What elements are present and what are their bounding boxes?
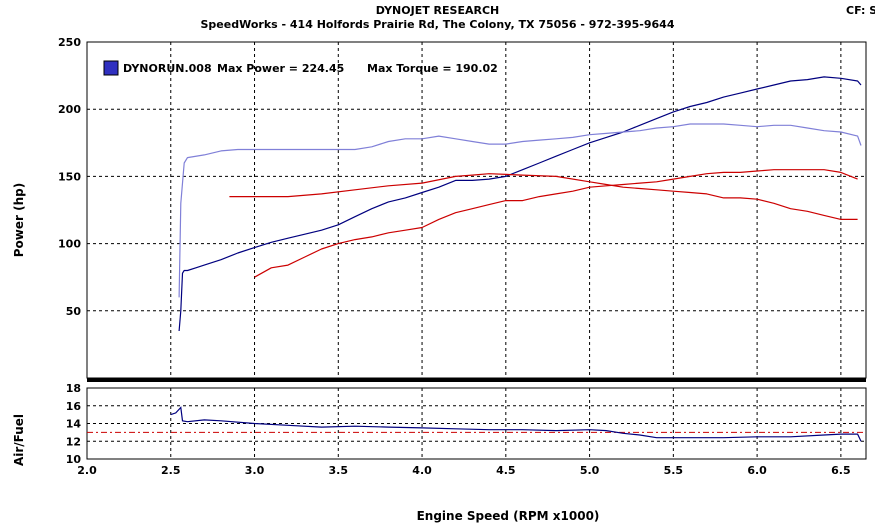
legend-run-name: DYNORUN.008 xyxy=(123,62,212,75)
power-plot-frame xyxy=(86,41,867,379)
series-line-torque-blue xyxy=(178,123,862,298)
header-title: DYNOJET RESEARCH xyxy=(375,4,500,17)
afr-y-tick-label: 16 xyxy=(66,400,82,413)
y-axis-label-afr: Air/Fuel xyxy=(12,414,26,466)
legend-swatch xyxy=(103,60,119,76)
power-y-tick-label: 200 xyxy=(58,103,81,116)
x-tick-label: 5.5 xyxy=(664,464,684,477)
afr-y-tick-label: 18 xyxy=(66,382,81,395)
power-panel: 50 100 150 200 250 xyxy=(58,36,867,382)
x-tick-label: 2.5 xyxy=(161,464,181,477)
afr-y-tick-label: 10 xyxy=(66,453,82,466)
legend-max-torque: Max Torque = 190.02 xyxy=(367,62,498,75)
x-tick-label: 6.0 xyxy=(747,464,767,477)
afr-panel: 10 12 14 16 18 2.0 2.5 3.0 3.5 4.0 4.5 5.0 5.5 6.0 6.5 xyxy=(66,382,867,477)
power-y-tick-label: 50 xyxy=(66,305,82,318)
series-line-power-blue xyxy=(178,76,862,332)
afr-y-tick-label: 14 xyxy=(66,418,82,431)
afr-y-tick-label: 12 xyxy=(66,435,81,448)
x-tick-label: 4.5 xyxy=(496,464,516,477)
x-tick-label: 2.0 xyxy=(77,464,97,477)
x-tick-label: 5.0 xyxy=(580,464,600,477)
panel-separator xyxy=(87,378,866,382)
afr-series-line xyxy=(170,406,862,442)
x-axis-label: Engine Speed (RPM x1000) xyxy=(417,509,600,523)
correction-factor-label: CF: S xyxy=(846,4,875,17)
legend: DYNORUN.008 Max Power = 224.45 Max Torqu… xyxy=(103,60,498,76)
header-subtitle: SpeedWorks - 414 Holfords Prairie Rd, Th… xyxy=(200,18,675,31)
y-axis-label-power: Power (hp) xyxy=(12,183,26,257)
x-tick-label: 3.5 xyxy=(329,464,349,477)
x-tick-label: 3.0 xyxy=(245,464,265,477)
power-y-tick-label: 150 xyxy=(58,170,81,183)
power-y-tick-label: 250 xyxy=(58,36,81,49)
power-y-tick-label: 100 xyxy=(58,238,81,251)
series-line-torque-red xyxy=(229,173,858,220)
legend-max-power: Max Power = 224.45 xyxy=(217,62,344,75)
x-tick-label: 4.0 xyxy=(412,464,432,477)
series-line-power-red xyxy=(254,169,858,278)
x-tick-label: 6.5 xyxy=(831,464,851,477)
